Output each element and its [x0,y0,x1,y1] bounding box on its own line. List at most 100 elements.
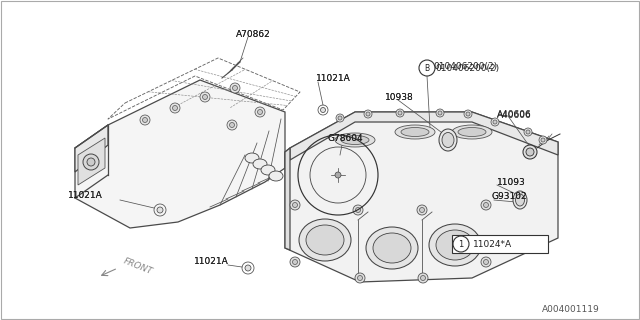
Text: 11093: 11093 [497,178,525,187]
Polygon shape [75,80,285,228]
Circle shape [539,136,547,144]
Circle shape [493,120,497,124]
Text: 010406200(2): 010406200(2) [433,61,497,70]
Circle shape [157,207,163,213]
Circle shape [526,148,534,156]
Circle shape [87,158,95,166]
Text: 11024*A: 11024*A [473,239,512,249]
Text: FRONT: FRONT [122,256,154,276]
Circle shape [438,111,442,115]
Circle shape [541,138,545,142]
Circle shape [355,207,360,212]
Text: A40606: A40606 [497,110,532,119]
Circle shape [418,273,428,283]
Circle shape [245,265,251,271]
Circle shape [336,114,344,122]
Circle shape [257,109,262,115]
Circle shape [523,145,537,159]
Circle shape [526,130,530,134]
Circle shape [230,83,240,93]
Circle shape [83,154,99,170]
Text: 11021A: 11021A [68,190,103,199]
Circle shape [417,205,427,215]
Text: 11021A: 11021A [194,258,228,267]
Polygon shape [78,138,105,185]
Circle shape [227,120,237,130]
Ellipse shape [458,127,486,137]
Ellipse shape [442,132,454,148]
Ellipse shape [299,219,351,261]
Text: 10938: 10938 [385,92,413,101]
Circle shape [466,112,470,116]
Circle shape [453,236,469,252]
Circle shape [353,205,363,215]
Ellipse shape [513,191,527,209]
Circle shape [491,118,499,126]
Circle shape [321,108,326,113]
Circle shape [358,276,362,281]
Circle shape [364,110,372,118]
Text: A40606: A40606 [497,109,532,118]
Circle shape [170,103,180,113]
Text: A004001119: A004001119 [542,305,600,314]
Text: G78604: G78604 [327,133,363,142]
Text: 11021A: 11021A [68,190,103,199]
Text: 010406200(2): 010406200(2) [435,63,499,73]
Ellipse shape [269,171,283,181]
Circle shape [338,116,342,120]
Ellipse shape [373,233,411,263]
Circle shape [366,112,370,116]
Text: 11093: 11093 [497,178,525,187]
Circle shape [464,110,472,118]
Circle shape [143,117,147,123]
Ellipse shape [429,224,481,266]
Text: 11021A: 11021A [194,258,228,267]
Text: G78604: G78604 [327,133,363,142]
Polygon shape [285,112,558,282]
Circle shape [255,107,265,117]
Bar [452,235,548,253]
Circle shape [290,257,300,267]
Ellipse shape [261,165,275,175]
Circle shape [230,123,234,127]
Text: G93102: G93102 [492,191,527,201]
Circle shape [481,257,491,267]
Polygon shape [285,148,290,250]
Ellipse shape [439,129,457,151]
Circle shape [292,203,298,207]
Circle shape [335,172,341,178]
Ellipse shape [515,194,525,206]
Circle shape [481,200,491,210]
Circle shape [232,85,237,91]
Circle shape [290,200,300,210]
Polygon shape [75,125,108,172]
Text: 10938: 10938 [385,92,413,101]
Ellipse shape [253,159,267,169]
Circle shape [483,203,488,207]
Text: A70862: A70862 [236,29,271,38]
Circle shape [355,273,365,283]
Text: 11021A: 11021A [316,74,351,83]
Circle shape [398,111,402,115]
Circle shape [202,94,207,100]
Circle shape [396,109,404,117]
Circle shape [419,207,424,212]
Ellipse shape [306,225,344,255]
Text: G93102: G93102 [492,191,527,201]
Text: 11021A: 11021A [316,74,351,83]
Ellipse shape [452,125,492,139]
Ellipse shape [395,125,435,139]
Ellipse shape [335,133,375,147]
Ellipse shape [366,227,418,269]
Text: 1: 1 [458,239,463,249]
Text: B: B [424,63,429,73]
Polygon shape [290,112,558,160]
Ellipse shape [341,135,369,145]
Circle shape [420,276,426,281]
Circle shape [419,60,435,76]
Circle shape [524,128,532,136]
Circle shape [436,109,444,117]
Ellipse shape [401,127,429,137]
Circle shape [292,260,298,265]
Text: A70862: A70862 [236,29,271,38]
